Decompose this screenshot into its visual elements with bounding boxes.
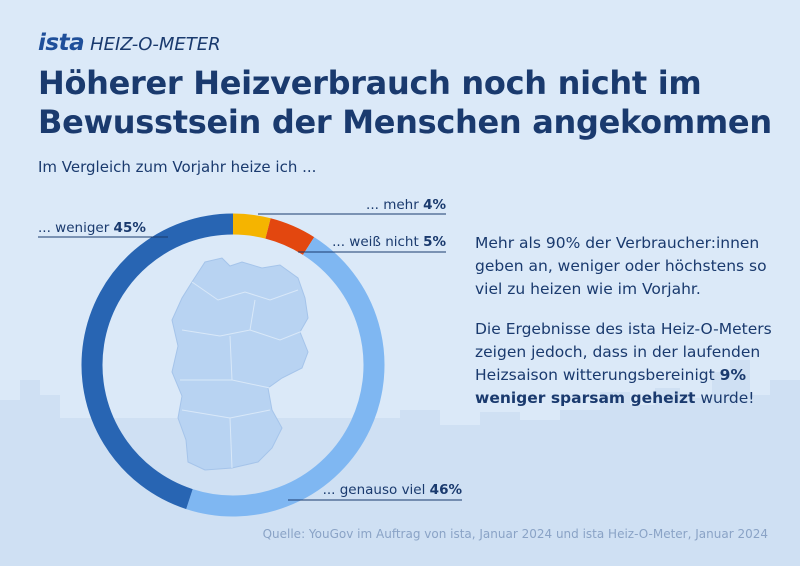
info-paragraph-2-text: Die Ergebnisse des ista Heiz-O-Meters ze… (475, 320, 772, 384)
title-line-2: Bewusstsein der Menschen angekommen (38, 103, 772, 141)
chart-subtitle: Im Vergleich zum Vorjahr heize ich ... (38, 158, 317, 176)
info-paragraph-1: Mehr als 90% der Verbraucher:innen geben… (475, 234, 767, 298)
label-mehr: ... mehr 4% (366, 197, 446, 213)
germany-map (171, 257, 309, 471)
info-paragraph-2-end: wurde! (695, 389, 755, 407)
map-region-borders (180, 281, 306, 469)
info-highlight: 9% weniger sparsam geheizt (475, 366, 746, 407)
brand-header: ista HEIZ-O-METER (38, 30, 221, 56)
donut-segment-weniger (81, 213, 234, 510)
page-title: Höherer Heizverbrauch noch nicht im Bewu… (38, 64, 778, 142)
donut-segment-weiss-nicht (265, 218, 315, 255)
donut-segment-genauso-viel (186, 237, 385, 517)
donut-segment-mehr (232, 213, 271, 239)
ista-logo: ista (38, 30, 85, 56)
label-weniger: ... weniger 45% (38, 220, 146, 236)
info-paragraph-2: Die Ergebnisse des ista Heiz-O-Meters ze… (475, 318, 785, 410)
label-weiss-nicht: ... weiß nicht 5% (332, 234, 446, 250)
title-line-1: Höherer Heizverbrauch noch nicht im (38, 64, 702, 102)
source-note: Quelle: YouGov im Auftrag von ista, Janu… (262, 527, 768, 541)
label-genauso-viel: ... genauso viel 46% (323, 482, 463, 498)
brand-product-name: HEIZ-O-METER (90, 34, 221, 55)
donut-segments (81, 213, 385, 517)
